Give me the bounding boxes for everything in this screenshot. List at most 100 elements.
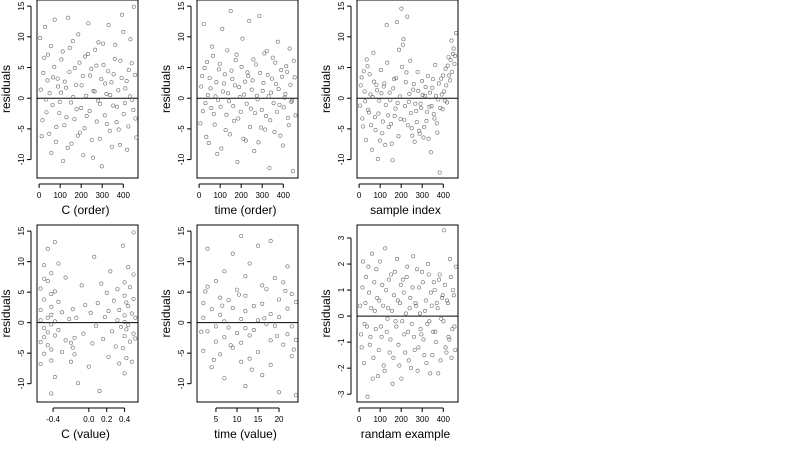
data-point — [434, 301, 439, 306]
data-point — [364, 324, 369, 329]
data-point — [67, 69, 72, 74]
data-point — [386, 113, 391, 118]
data-point — [275, 39, 280, 44]
data-point — [243, 274, 248, 279]
data-point — [433, 93, 438, 98]
data-point — [129, 61, 134, 66]
data-point — [257, 13, 262, 18]
data-point — [86, 364, 91, 369]
data-point — [268, 118, 273, 123]
x-tick-label: 200 — [395, 191, 409, 200]
data-point — [227, 132, 232, 137]
x-tick-label: 0 — [357, 191, 362, 200]
data-point — [285, 264, 290, 269]
data-point — [42, 55, 47, 60]
data-point — [390, 381, 395, 386]
data-point — [443, 66, 448, 71]
data-point — [247, 261, 252, 266]
data-point — [75, 133, 80, 138]
data-point — [111, 72, 116, 77]
data-point — [209, 307, 214, 312]
data-point — [435, 306, 440, 311]
data-point — [374, 88, 379, 93]
data-point — [38, 340, 43, 345]
data-point — [41, 71, 46, 76]
data-point — [387, 350, 392, 355]
x-tick-label: 300 — [416, 415, 430, 424]
data-point — [389, 308, 394, 313]
data-point — [410, 133, 415, 138]
data-point — [38, 286, 43, 291]
data-point — [375, 295, 380, 300]
data-point — [199, 329, 204, 334]
y-tick-label: 5 — [177, 289, 186, 294]
data-point — [220, 303, 225, 308]
data-point — [358, 103, 363, 108]
data-point — [198, 121, 203, 126]
data-point — [363, 99, 368, 104]
data-point — [418, 327, 423, 332]
data-point — [122, 320, 127, 325]
data-point — [447, 337, 452, 342]
data-point — [438, 358, 443, 363]
data-point — [89, 66, 94, 71]
data-point — [122, 101, 127, 106]
data-point — [74, 107, 79, 112]
data-point — [388, 98, 393, 103]
plot-frame — [196, 0, 299, 179]
data-point — [255, 97, 260, 102]
data-point — [52, 17, 57, 22]
data-point — [434, 340, 439, 345]
data-point — [94, 63, 99, 68]
data-point — [120, 243, 125, 248]
data-point — [205, 246, 210, 251]
data-point — [231, 104, 236, 109]
data-point — [93, 47, 98, 52]
data-point — [422, 353, 427, 358]
data-point — [79, 283, 84, 288]
y-tick-label: 10 — [337, 32, 346, 41]
data-point — [49, 291, 54, 296]
data-point — [442, 228, 447, 233]
data-point — [131, 331, 136, 336]
data-point — [379, 334, 384, 339]
data-point — [49, 304, 54, 309]
data-point — [209, 365, 214, 370]
data-point — [393, 106, 398, 111]
data-point — [432, 288, 437, 293]
data-point — [45, 343, 50, 348]
data-point — [380, 282, 385, 287]
data-point — [385, 316, 390, 321]
data-point — [399, 6, 404, 11]
data-point — [222, 269, 227, 274]
data-point — [394, 256, 399, 261]
data-point — [371, 355, 376, 360]
data-point — [242, 79, 247, 84]
data-point — [359, 75, 364, 80]
data-point — [378, 324, 383, 329]
data-point — [293, 113, 298, 118]
data-point — [400, 319, 405, 324]
data-point — [249, 367, 254, 372]
x-axis-title: sample index — [370, 203, 441, 217]
data-point — [374, 82, 379, 87]
data-point — [243, 293, 248, 298]
data-point — [69, 141, 74, 146]
x-axis-title: time (order) — [214, 203, 276, 217]
data-point — [55, 76, 60, 81]
data-point — [368, 92, 373, 97]
x-tick-label: 100 — [53, 191, 67, 200]
data-point — [230, 251, 235, 256]
data-point — [237, 292, 242, 297]
data-point — [452, 324, 457, 329]
data-point — [95, 301, 100, 306]
data-point — [440, 107, 445, 112]
data-point — [228, 9, 233, 14]
data-point — [380, 131, 385, 136]
data-point — [280, 74, 285, 79]
data-point — [116, 127, 121, 132]
data-point — [293, 337, 298, 342]
data-point — [389, 141, 394, 146]
data-point — [421, 337, 426, 342]
data-point — [453, 53, 458, 58]
